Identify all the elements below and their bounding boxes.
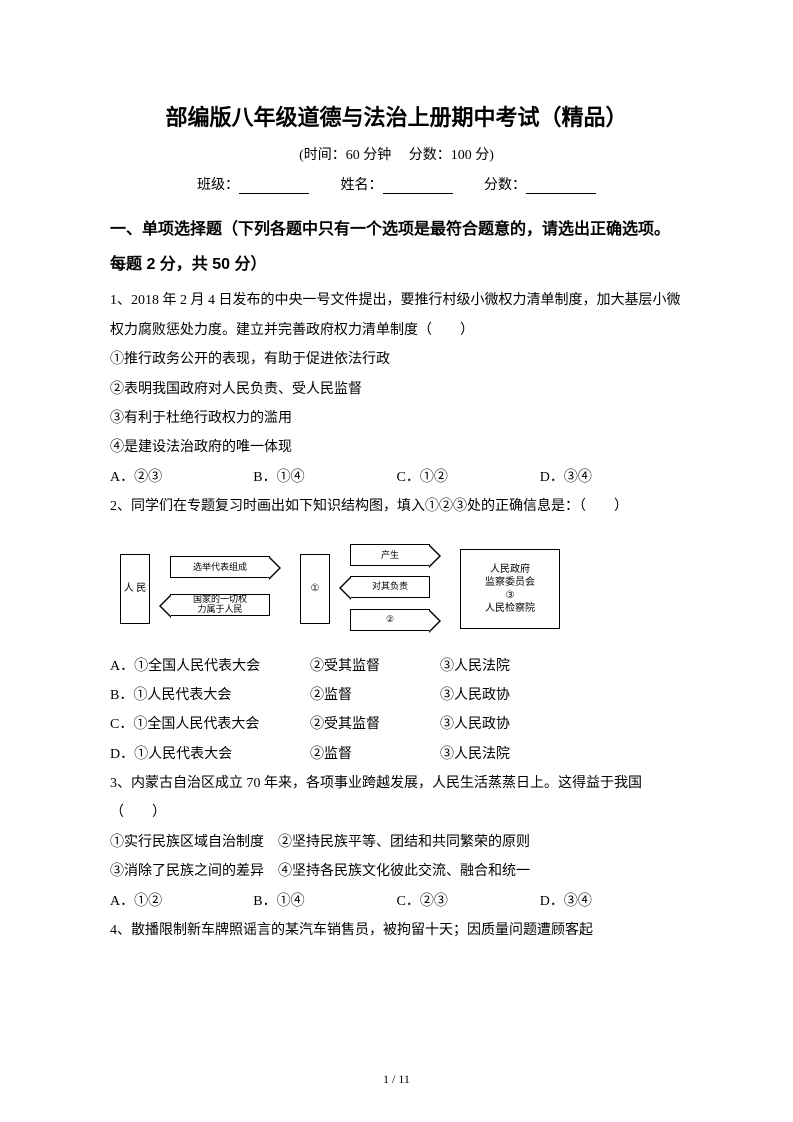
q1-option-c[interactable]: C．①② xyxy=(397,463,540,492)
class-blank[interactable] xyxy=(239,178,309,194)
q3-option-c[interactable]: C．②③ xyxy=(397,887,540,916)
q2-a-col3: ③人民法院 xyxy=(440,652,683,681)
q2-b-col2: ②监督 xyxy=(310,681,440,710)
q3-stem: 3、内蒙古自治区成立 70 年来，各项事业跨越发展，人民生活蒸蒸日上。这得益于我… xyxy=(110,769,683,828)
class-label: 班级： xyxy=(197,178,239,193)
q1-option-d[interactable]: D．③④ xyxy=(540,463,683,492)
diagram-arrow-bottom-left: 国家的一切权 力属于人民 xyxy=(170,594,270,616)
q2-diagram: 人 民 选举代表组成 国家的一切权 力属于人民 ① 产生 对其负责 ② 人民政府… xyxy=(110,534,630,644)
q2-option-d[interactable]: D．①人民代表大会 ②监督 ③人民法院 xyxy=(110,740,683,769)
name-blank[interactable] xyxy=(383,178,453,194)
q2-option-c[interactable]: C．①全国人民代表大会 ②受其监督 ③人民政协 xyxy=(110,710,683,739)
q2-c-col2: ②受其监督 xyxy=(310,710,440,739)
diagram-arrow-top-left: 选举代表组成 xyxy=(170,556,270,578)
q1-statement-1: ①推行政务公开的表现，有助于促进依法行政 xyxy=(110,345,683,374)
exam-subtitle: (时间：60 分钟 分数：100 分) xyxy=(110,144,683,164)
q1-statement-2: ②表明我国政府对人民负责、受人民监督 xyxy=(110,375,683,404)
q2-d-col3: ③人民法院 xyxy=(440,740,683,769)
diagram-box-right: 人民政府 监察委员会 ③ 人民检察院 xyxy=(460,549,560,629)
q3-option-d[interactable]: D．③④ xyxy=(540,887,683,916)
diagram-arrow-bottom-right: ② xyxy=(350,609,430,631)
q2-d-col1: D．①人民代表大会 xyxy=(110,740,310,769)
q3-statement-2: ③消除了民族之间的差异 ④坚持各民族文化彼此交流、融合和统一 xyxy=(110,857,683,886)
section-1-header: 一、单项选择题（下列各题中只有一个选项是最符合题意的，请选出正确选项。每题 2 … xyxy=(110,212,683,282)
q2-option-b[interactable]: B．①人民代表大会 ②监督 ③人民政协 xyxy=(110,681,683,710)
q4-stem: 4、散播限制新车牌照谣言的某汽车销售员，被拘留十天；因质量问题遭顾客起 xyxy=(110,916,683,945)
q2-d-col2: ②监督 xyxy=(310,740,440,769)
q2-options: A．①全国人民代表大会 ②受其监督 ③人民法院 B．①人民代表大会 ②监督 ③人… xyxy=(110,652,683,770)
exam-title: 部编版八年级道德与法治上册期中考试（精品） xyxy=(110,100,683,132)
name-label: 姓名： xyxy=(341,178,383,193)
q2-stem: 2、同学们在专题复习时画出如下知识结构图，填入①②③处的正确信息是：（ ） xyxy=(110,492,683,521)
diagram-box-center: ① xyxy=(300,554,330,624)
q1-option-a[interactable]: A．②③ xyxy=(110,463,253,492)
q2-a-col2: ②受其监督 xyxy=(310,652,440,681)
score-label: 分数： xyxy=(484,178,526,193)
q3-option-a[interactable]: A．①② xyxy=(110,887,253,916)
q2-c-col3: ③人民政协 xyxy=(440,710,683,739)
q1-statement-4: ④是建设法治政府的唯一体现 xyxy=(110,433,683,462)
q3-option-b[interactable]: B．①④ xyxy=(253,887,396,916)
diagram-arrow-mid-right: 对其负责 xyxy=(350,576,430,598)
q1-statement-3: ③有利于杜绝行政权力的滥用 xyxy=(110,404,683,433)
q1-stem: 1、2018 年 2 月 4 日发布的中央一号文件提出，要推行村级小微权力清单制… xyxy=(110,286,683,345)
student-info-line: 班级： 姓名： 分数： xyxy=(110,174,683,194)
diagram-arrow-top-right: 产生 xyxy=(350,544,430,566)
q1-options: A．②③ B．①④ C．①② D．③④ xyxy=(110,463,683,492)
q2-a-col1: A．①全国人民代表大会 xyxy=(110,652,310,681)
q2-option-a[interactable]: A．①全国人民代表大会 ②受其监督 ③人民法院 xyxy=(110,652,683,681)
diagram-box-people: 人 民 xyxy=(120,554,150,624)
q3-statement-1: ①实行民族区域自治制度 ②坚持民族平等、团结和共同繁荣的原则 xyxy=(110,828,683,857)
q3-options: A．①② B．①④ C．②③ D．③④ xyxy=(110,887,683,916)
page-number: 1 / 11 xyxy=(0,1072,793,1087)
score-blank[interactable] xyxy=(526,178,596,194)
q1-option-b[interactable]: B．①④ xyxy=(253,463,396,492)
q2-c-col1: C．①全国人民代表大会 xyxy=(110,710,310,739)
q2-b-col1: B．①人民代表大会 xyxy=(110,681,310,710)
q2-b-col3: ③人民政协 xyxy=(440,681,683,710)
